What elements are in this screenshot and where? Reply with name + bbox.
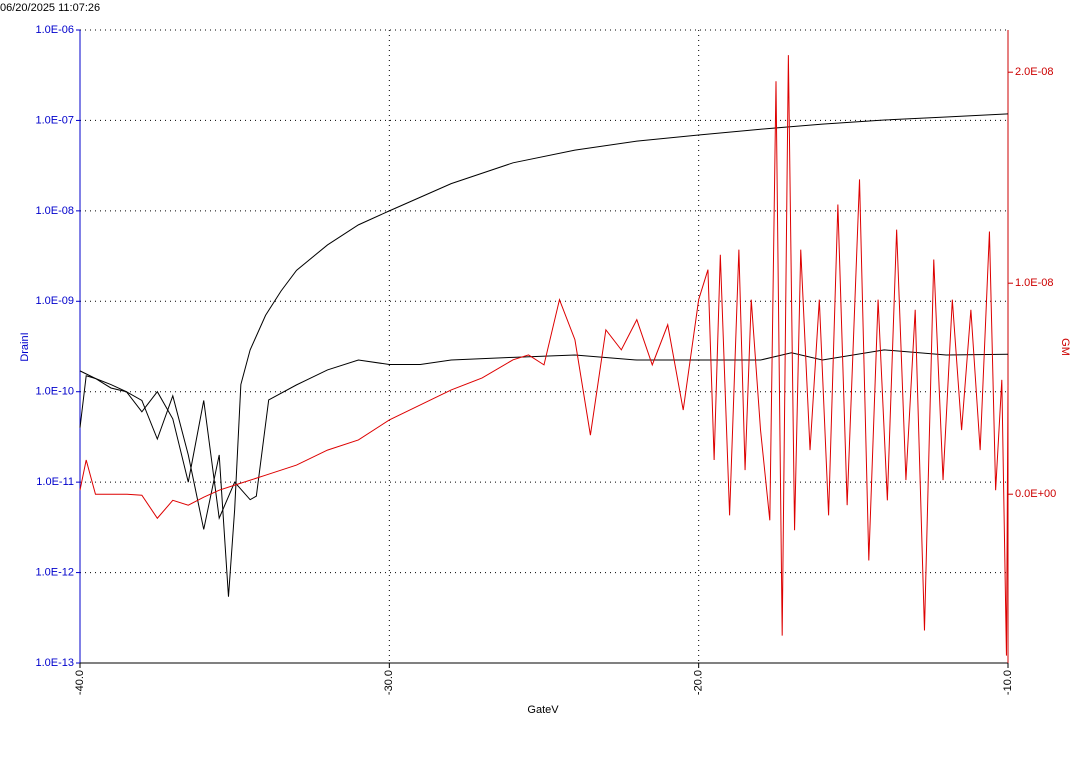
y-tick-label: 1.0E-12 [35, 566, 74, 578]
series-line [79, 113, 1009, 597]
y2-tick-label: 2.0E-08 [1015, 66, 1054, 78]
y-tick-label: 1.0E-10 [35, 386, 74, 398]
y-tick-label: 1.0E-07 [35, 114, 74, 126]
y2-tick-label: 1.0E-08 [1015, 277, 1054, 289]
y-tick-label: 1.0E-13 [35, 657, 74, 669]
x-tick-label: -10.0 [1002, 670, 1014, 695]
x-tick-label: -30.0 [383, 670, 395, 695]
chart-title: 06/20/2025 11:07:26 [0, 2, 100, 14]
y-tick-label: 1.0E-09 [35, 295, 74, 307]
x-tick-label: -20.0 [693, 670, 705, 695]
series-line [79, 349, 1009, 520]
y-tick-label: 1.0E-06 [35, 24, 74, 36]
y2-tick-label: 0.0E+00 [1015, 488, 1056, 500]
x-axis-label: GateV [527, 704, 559, 716]
x-tick-label: -40.0 [74, 670, 86, 695]
series-line [79, 55, 1009, 656]
y-tick-label: 1.0E-08 [35, 205, 74, 217]
y-tick-label: 1.0E-11 [36, 476, 74, 488]
y2-axis-label: GM [1059, 338, 1071, 356]
y-axis-label: DrainI [19, 332, 31, 361]
